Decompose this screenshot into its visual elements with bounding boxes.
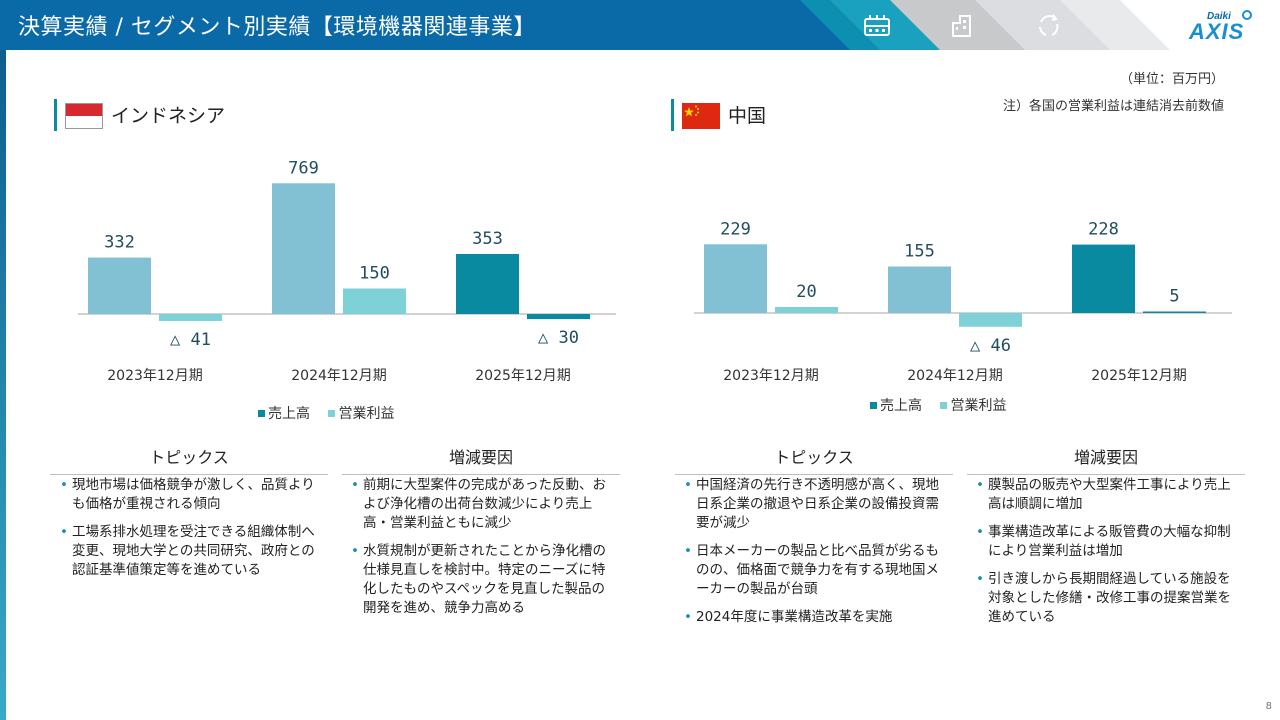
profit-bar xyxy=(959,313,1022,327)
list-item: • 現地市場は価格競争が激しく、品質よりも価格が重視される傾向 xyxy=(60,477,315,512)
logo-main-text: AXIS xyxy=(1188,19,1244,43)
sales-bar xyxy=(456,253,519,314)
category-label: 2024年12月期 xyxy=(291,368,386,384)
chart-legend-indonesia: 売上高 営業利益 xyxy=(258,403,408,423)
section-header-indonesia: インドネシア xyxy=(54,99,357,131)
list-item: • 事業構造改革による販管費の大幅な抑制により営業利益は増加 xyxy=(976,524,1231,559)
data-label: △ 41 xyxy=(170,330,211,350)
legend-swatch-sales xyxy=(870,401,877,409)
daiki-axis-logo: Daiki AXIS xyxy=(1185,7,1275,44)
sales-bar xyxy=(704,244,767,313)
indonesia-bar-chart: 332 △ 41 2023年12月期 769 150 2024年12月期 353 △ 30 20… xyxy=(78,158,616,384)
sales-bar xyxy=(272,183,335,314)
header-decoration xyxy=(800,0,1280,50)
legend-label-sales: 売上高 xyxy=(880,398,922,414)
legend-swatch-profit xyxy=(328,409,336,417)
factory-icon[interactable] xyxy=(862,12,892,38)
category-label: 2025年12月期 xyxy=(475,368,570,384)
topics-heading-indonesia: トピックス xyxy=(50,444,328,475)
data-label: 5 xyxy=(1169,287,1179,307)
data-label: 228 xyxy=(1088,220,1119,240)
country-label: 中国 xyxy=(728,105,767,127)
legend-swatch-sales xyxy=(258,409,265,417)
profit-bar xyxy=(1143,311,1206,313)
profit-bar xyxy=(343,288,406,314)
list-item: • 日本メーカーの製品と比べ品質が劣るものの、価格面で競争力を有する現地国メーカー… xyxy=(684,543,939,597)
topics-list-china: • 中国経済の先行き不透明感が高く、現地日系企業の撤退や日系企業の設備投資需要が減… xyxy=(684,476,950,636)
legend-item-profit: 営業利益 xyxy=(328,406,394,422)
list-item: • 2024年度に事業構造改革を実施 xyxy=(684,609,893,625)
category-label: 2024年12月期 xyxy=(907,368,1002,384)
profit-bar xyxy=(775,307,838,313)
profit-bar xyxy=(527,314,590,320)
topics-list-indonesia: • 現地市場は価格競争が激しく、品質よりも価格が重視される傾向 • 工場系排水処理を… xyxy=(60,476,322,589)
page-number: 8 xyxy=(1265,701,1272,712)
factors-heading-indonesia: 増減要因 xyxy=(342,444,620,475)
legend-item-sales: 売上高 xyxy=(870,398,922,414)
sales-bar xyxy=(1072,244,1135,313)
legend-item-sales: 売上高 xyxy=(258,406,310,422)
legend-label-sales: 売上高 xyxy=(268,406,310,422)
list-item: • 中国経済の先行き不透明感が高く、現地日系企業の撤退や日系企業の設備投資需要が減… xyxy=(684,477,939,531)
section-header-china: 中国 xyxy=(671,99,974,131)
chart-legend-china: 売上高 営業利益 xyxy=(870,395,1020,415)
data-label: 229 xyxy=(720,219,751,239)
legend-label-profit: 営業利益 xyxy=(338,406,395,422)
category-label: 2023年12月期 xyxy=(107,368,202,384)
legend-swatch-profit xyxy=(940,401,948,409)
factors-heading-china: 増減要因 xyxy=(967,444,1245,475)
list-item: • 引き渡しから長期間経過している施設を対象とした修繕・改修工事の提案営業を進めて… xyxy=(976,571,1231,625)
data-label: 20 xyxy=(796,282,816,302)
sales-bar xyxy=(888,266,951,313)
recycle-icon[interactable] xyxy=(1035,12,1063,40)
left-accent-bar xyxy=(0,50,6,720)
data-label: 150 xyxy=(359,264,390,284)
unit-note: （単位：百万円） xyxy=(1119,72,1224,87)
building-icon[interactable] xyxy=(948,12,976,38)
list-item: • 工場系排水処理を受注できる組織体制へ変更、現地大学との共同研究、政府との認証基… xyxy=(60,524,315,578)
data-label: △ 46 xyxy=(970,336,1011,356)
factors-list-china: • 膜製品の販売や大型案件工事により売上高は順調に増加 • 事業構造改革による販管費… xyxy=(976,476,1242,636)
indonesia-flag-icon xyxy=(65,103,103,129)
topics-heading-china: トピックス xyxy=(675,444,953,475)
page-title: 決算実績 / セグメント別実績【環境機器関連事業】 xyxy=(18,15,536,40)
category-label: 2023年12月期 xyxy=(723,368,818,384)
data-label: 353 xyxy=(472,229,503,249)
factors-list-indonesia: • 前期に大型案件の完成があった反動、および浄化槽の出荷台数減少により売上高・営業… xyxy=(351,476,615,627)
legend-item-profit: 営業利益 xyxy=(940,398,1006,414)
list-item: • 前期に大型案件の完成があった反動、および浄化槽の出荷台数減少により売上高・営業… xyxy=(351,477,606,531)
consolidation-note: 注）各国の営業利益は連結消去前数値 xyxy=(1002,99,1224,114)
logo-small-text: Daiki xyxy=(1207,11,1231,22)
category-label: 2025年12月期 xyxy=(1091,368,1186,384)
list-item: • 膜製品の販売や大型案件工事により売上高は順調に増加 xyxy=(976,477,1231,512)
china-bar-chart: 229 20 2023年12月期 155 △ 46 2024年12月期 228 5 2025年1… xyxy=(694,219,1232,384)
data-label: 769 xyxy=(288,158,319,178)
header-bar: 決算実績 / セグメント別実績【環境機器関連事業】 Daiki AXIS xyxy=(0,0,1280,50)
data-label: 332 xyxy=(104,233,135,253)
sales-bar xyxy=(88,257,151,314)
china-flag-icon xyxy=(682,103,720,129)
profit-bar xyxy=(159,314,222,321)
legend-label-profit: 営業利益 xyxy=(950,398,1007,414)
list-item: • 水質規制が更新されたことから浄化槽の仕様見直しを検討中。特定のニーズに特化した… xyxy=(351,543,606,616)
data-label: 155 xyxy=(904,242,935,262)
data-label: △ 30 xyxy=(538,328,579,348)
country-label: インドネシア xyxy=(111,105,226,127)
